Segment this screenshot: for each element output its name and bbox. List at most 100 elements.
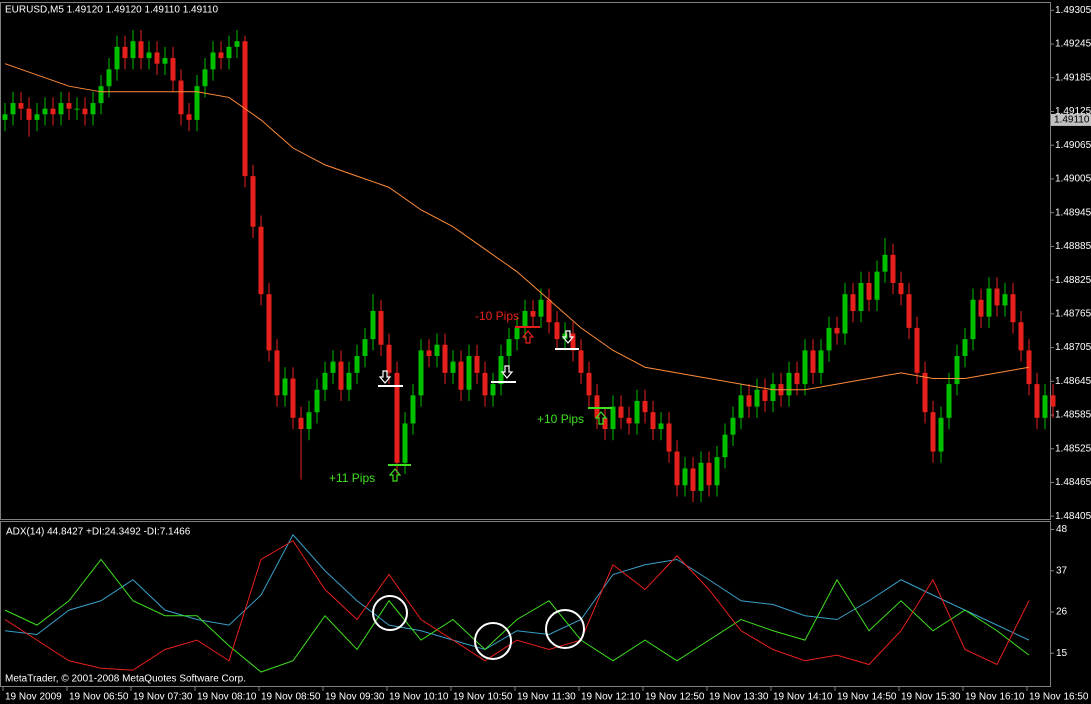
annotation: +10 Pips xyxy=(537,412,584,426)
indicator-panel xyxy=(0,521,1051,687)
candle-body xyxy=(114,46,120,70)
candle-body xyxy=(2,114,8,120)
y-tick-label: 1.49305 xyxy=(1055,5,1091,16)
candle-body xyxy=(1050,395,1056,407)
y-tick-label: 1.49245 xyxy=(1055,39,1091,50)
y-tick-label: 26 xyxy=(1056,607,1068,618)
x-tick-label: 19 Nov 16:50 xyxy=(1029,692,1089,703)
candle-body xyxy=(802,350,808,385)
candle-body xyxy=(418,350,424,396)
candle-body xyxy=(602,417,608,430)
candle-body xyxy=(258,226,264,295)
candle-body xyxy=(874,271,880,300)
candle-body xyxy=(730,417,736,435)
candle-body xyxy=(290,378,296,418)
x-tick-label: 19 Nov 07:30 xyxy=(133,692,193,703)
x-tick-label: 19 Nov 2009 xyxy=(5,692,62,703)
x-tick-label: 19 Nov 08:50 xyxy=(261,692,321,703)
candle-body xyxy=(82,108,88,115)
candle-body xyxy=(714,457,720,486)
y-tick-label: 1.48825 xyxy=(1055,275,1091,286)
y-tick-label: 1.48945 xyxy=(1055,207,1091,218)
candle-body xyxy=(546,299,552,323)
y-tick-label: 1.49065 xyxy=(1055,140,1091,151)
candle-body xyxy=(10,103,16,115)
candle-body xyxy=(306,412,312,430)
candle-body xyxy=(170,58,176,81)
candle-body xyxy=(90,103,96,115)
candle-body xyxy=(154,52,160,64)
annotation: -10 Pips xyxy=(475,309,519,323)
x-tick-label: 19 Nov 10:10 xyxy=(389,692,449,703)
current-price-label: 1.49110 xyxy=(1054,115,1090,126)
candle-body xyxy=(74,108,80,110)
candle-body xyxy=(274,350,280,396)
candle-body xyxy=(538,299,544,317)
candle-body xyxy=(298,417,304,430)
candle-body xyxy=(26,108,32,120)
candle-body xyxy=(186,114,192,120)
candle-body xyxy=(322,372,328,390)
y-tick-label: 1.48765 xyxy=(1055,308,1091,319)
candle-body xyxy=(586,372,592,396)
candle-body xyxy=(962,339,968,356)
signals xyxy=(378,326,612,466)
credit: MetaTrader, © 2001-2008 MetaQuotes Softw… xyxy=(5,674,246,685)
candle-body xyxy=(210,52,216,70)
candle-body xyxy=(234,41,240,47)
candle-body xyxy=(914,327,920,373)
candle-body xyxy=(194,86,200,120)
candle-body xyxy=(922,372,928,413)
candle-body xyxy=(250,176,256,227)
candle-body xyxy=(362,339,368,356)
candle-body xyxy=(674,451,680,486)
indicator-title: ADX(14) 44.8427 +DI:24.3492 -DI:7.1466 xyxy=(6,527,191,538)
up-arrow xyxy=(594,411,608,425)
y-tick-label: 1.49185 xyxy=(1055,72,1091,83)
candle-body xyxy=(810,350,816,373)
candle-body xyxy=(1010,294,1016,323)
candle-body xyxy=(666,423,672,452)
candle-body xyxy=(698,462,704,491)
y-tick-label: 1.48885 xyxy=(1055,241,1091,252)
candle-body xyxy=(410,395,416,424)
up-arrow xyxy=(521,330,535,344)
x-tick-label: 19 Nov 13:30 xyxy=(709,692,769,703)
candle-body xyxy=(906,294,912,328)
candle-body xyxy=(634,400,640,424)
candle-body xyxy=(994,288,1000,306)
candle-body xyxy=(1034,384,1040,418)
y-tick-label: 1.49125 xyxy=(1055,106,1091,117)
candle-body xyxy=(834,327,840,334)
up-arrow xyxy=(388,468,402,482)
candle-body xyxy=(746,395,752,407)
candle-body xyxy=(1018,322,1024,351)
candle-body xyxy=(1002,294,1008,306)
candle-body xyxy=(498,355,504,385)
highlight-circle xyxy=(545,609,585,649)
x-tick-label: 19 Nov 10:50 xyxy=(453,692,513,703)
candle-body xyxy=(338,361,344,390)
candle-body xyxy=(882,254,888,272)
candle-body xyxy=(218,52,224,59)
candle-body xyxy=(146,52,152,59)
candle-body xyxy=(442,344,448,373)
down-arrow xyxy=(378,370,392,384)
candle-body xyxy=(642,400,648,413)
candle-body xyxy=(426,350,432,356)
candle-body xyxy=(786,372,792,396)
candle-body xyxy=(594,395,600,418)
candle-body xyxy=(570,333,576,351)
candle-body xyxy=(330,361,336,373)
annotation: +11 Pips xyxy=(329,471,375,485)
y-tick-label: 1.48405 xyxy=(1055,511,1091,522)
candle-body xyxy=(858,282,864,312)
y-tick-label: 1.48525 xyxy=(1055,443,1091,454)
candle-body xyxy=(354,355,360,373)
y-tick-label: 1.49005 xyxy=(1055,174,1091,185)
highlight-circle xyxy=(474,622,512,660)
candle-body xyxy=(722,434,728,458)
candle-body xyxy=(482,372,488,396)
